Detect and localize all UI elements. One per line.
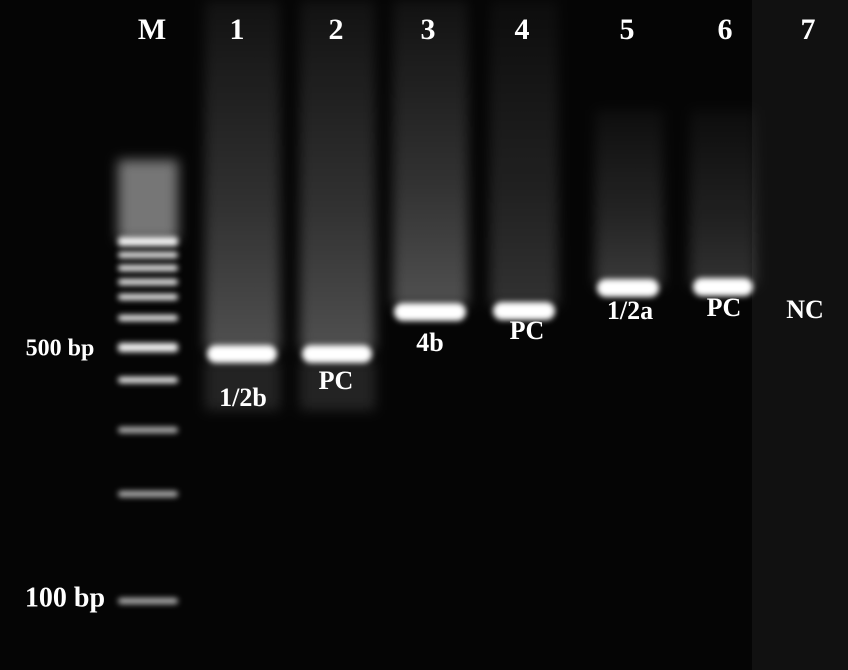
- ladder-band: [118, 427, 178, 433]
- band-label: 1/2a: [607, 296, 653, 325]
- band-label: 1/2b: [219, 383, 267, 412]
- lane-label: 3: [421, 13, 436, 46]
- ladder-band: [118, 598, 178, 604]
- bands: [118, 237, 753, 604]
- ladder-band: [118, 265, 178, 271]
- band-label: PC: [319, 366, 354, 395]
- ladder-band: [118, 237, 178, 246]
- band-label: 4b: [416, 328, 443, 357]
- ladder-band: [118, 491, 178, 497]
- dna-band: [207, 345, 277, 363]
- lane-label: 6: [718, 13, 733, 46]
- ladder-band: [118, 343, 178, 352]
- ladder-band: [118, 315, 178, 321]
- ladder-band: [118, 377, 178, 383]
- lane-label: 4: [515, 13, 530, 46]
- ladder-band: [118, 279, 178, 285]
- lane-label: 7: [801, 13, 816, 46]
- ladder-band: [118, 252, 178, 258]
- lane-label: 1: [230, 13, 245, 46]
- marker-label: 500 bp: [26, 336, 95, 362]
- dna-band: [493, 302, 555, 320]
- lane-label: 2: [329, 13, 344, 46]
- lane-label: 5: [620, 13, 635, 46]
- lane-background: [752, 0, 848, 670]
- dna-band: [693, 278, 753, 296]
- dna-band: [394, 303, 466, 321]
- dna-band: [302, 345, 372, 363]
- smears: [118, 0, 756, 410]
- lane-label: M: [138, 13, 166, 46]
- ladder-band: [118, 294, 178, 300]
- band-label: PC: [510, 316, 545, 345]
- dna-band: [597, 279, 659, 297]
- band-label: PC: [707, 293, 742, 322]
- band-label: NC: [786, 295, 824, 324]
- marker-label: 100 bp: [25, 582, 105, 613]
